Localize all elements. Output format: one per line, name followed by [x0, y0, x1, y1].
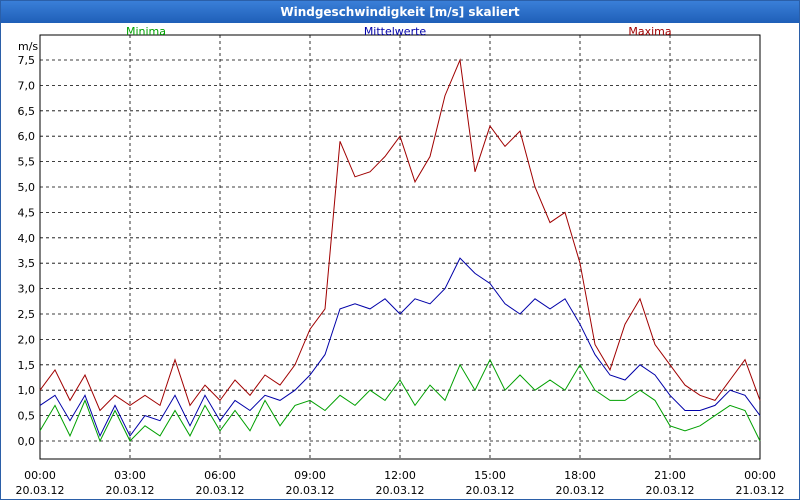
x-tick-date: 20.03.12	[466, 484, 515, 497]
x-tick-time: 18:00	[564, 469, 596, 482]
x-tick-time: 21:00	[654, 469, 686, 482]
y-axis: 0,0 0,5 1,0 1,5 2,0 2,5 3,0 3,5 4,0 4,5 5,0 5,5 6,0 6…	[18, 54, 36, 448]
y-tick-label: 6,5	[18, 105, 36, 118]
x-tick-time: 15:00	[474, 469, 506, 482]
y-tick-label: 3,0	[18, 283, 36, 296]
y-tick-label: 3,5	[18, 257, 36, 270]
x-tick-time: 00:00	[744, 469, 776, 482]
y-tick-label: 0,0	[18, 435, 36, 448]
y-tick-label: 5,0	[18, 181, 36, 194]
y-tick-label: 7,0	[18, 79, 36, 92]
x-tick-date: 20.03.12	[106, 484, 155, 497]
x-tick-time: 09:00	[294, 469, 326, 482]
y-tick-label: 1,5	[18, 359, 36, 372]
x-tick-time: 03:00	[114, 469, 146, 482]
x-tick-date: 20.03.12	[376, 484, 425, 497]
y-tick-label: 5,5	[18, 156, 36, 169]
x-tick-date: 20.03.12	[196, 484, 245, 497]
x-tick-time: 00:00	[24, 469, 56, 482]
y-tick-label: 4,0	[18, 232, 36, 245]
maxima-line	[39, 58, 761, 412]
y-tick-label: 6,0	[18, 130, 36, 143]
y-tick-label: 7,5	[18, 54, 36, 67]
x-tick-date: 20.03.12	[286, 484, 335, 497]
y-axis-label: m/s	[18, 40, 38, 53]
y-tick-label: 2,0	[18, 333, 36, 346]
x-tick-time: 12:00	[384, 469, 416, 482]
y-tick-label: 1,0	[18, 384, 36, 397]
x-axis: 00:00 20.03.12 03:00 20.03.12 06:00 20.03.12 0…	[16, 469, 785, 497]
y-tick-label: 0,5	[18, 410, 36, 423]
x-tick-date: 20.03.12	[16, 484, 65, 497]
x-tick-date: 21.03.12	[736, 484, 785, 497]
series-lines	[39, 58, 761, 443]
y-tick-label: 4,5	[18, 206, 36, 219]
mittelwerte-line	[39, 257, 761, 438]
legend-minima: Minima	[126, 25, 166, 38]
legend-mittelwerte: Mittelwerte	[364, 25, 427, 38]
x-tick-time: 06:00	[204, 469, 236, 482]
legend-maxima: Maxima	[628, 25, 671, 38]
x-tick-date: 20.03.12	[556, 484, 605, 497]
window-title: Windgeschwindigkeit [m/s] skaliert	[1, 1, 799, 23]
x-tick-date: 20.03.12	[646, 484, 695, 497]
y-tick-label: 2,5	[18, 308, 36, 321]
minima-line	[39, 358, 761, 443]
